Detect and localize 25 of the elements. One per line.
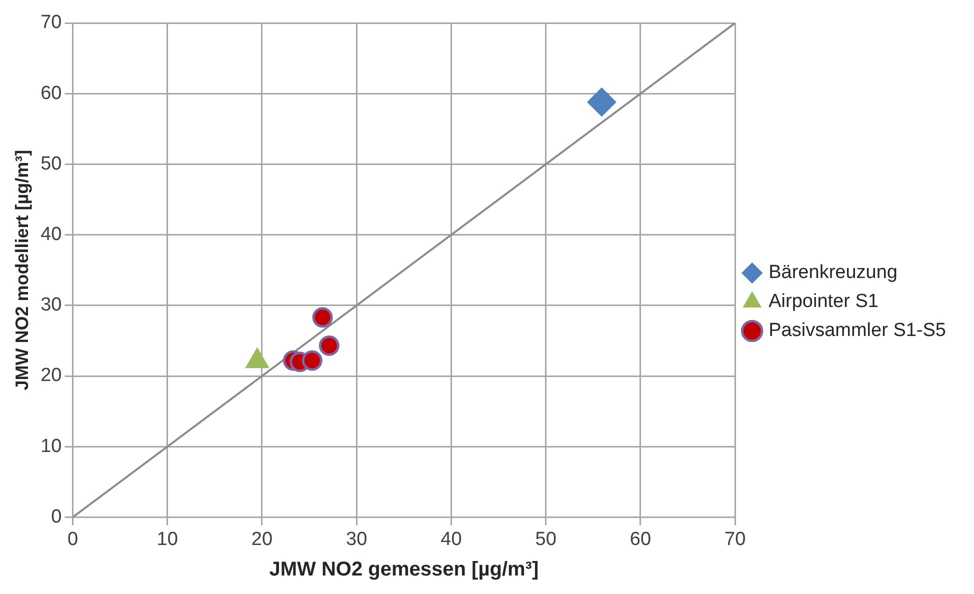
y-tick-label: 70 bbox=[40, 12, 62, 34]
point bbox=[312, 307, 333, 328]
legend-label: Airpointer S1 bbox=[768, 291, 878, 312]
y-tick-label: 60 bbox=[40, 82, 62, 104]
x-tick-label: 20 bbox=[251, 528, 273, 550]
x-axis-title: JMW NO2 gemessen [µg/m³] bbox=[269, 558, 539, 581]
x-tick-label: 40 bbox=[440, 528, 462, 550]
x-tick-label: 30 bbox=[346, 528, 368, 550]
y-axis-title: JMW NO2 modelliert [µg/m³] bbox=[12, 150, 32, 390]
y-tick-label: 40 bbox=[40, 224, 62, 246]
legend-label: Pasivsammler S1-S5 bbox=[768, 320, 946, 342]
point bbox=[302, 350, 322, 371]
legend-label: Bärenkreuzung bbox=[768, 262, 898, 284]
y-tick-label: 30 bbox=[40, 294, 62, 316]
point bbox=[587, 88, 616, 117]
y-tick-label: 10 bbox=[40, 436, 62, 457]
x-tick-label: 60 bbox=[630, 528, 652, 550]
x-tick-label: 10 bbox=[156, 528, 178, 550]
x-tick-label: 70 bbox=[724, 528, 746, 550]
x-tick-label: 50 bbox=[535, 528, 556, 550]
point bbox=[318, 335, 340, 356]
y-tick-label: 0 bbox=[51, 506, 62, 528]
y-tick-label: 50 bbox=[40, 153, 62, 174]
y-tick-label: 20 bbox=[40, 365, 62, 386]
x-tick-label: 0 bbox=[67, 528, 78, 550]
